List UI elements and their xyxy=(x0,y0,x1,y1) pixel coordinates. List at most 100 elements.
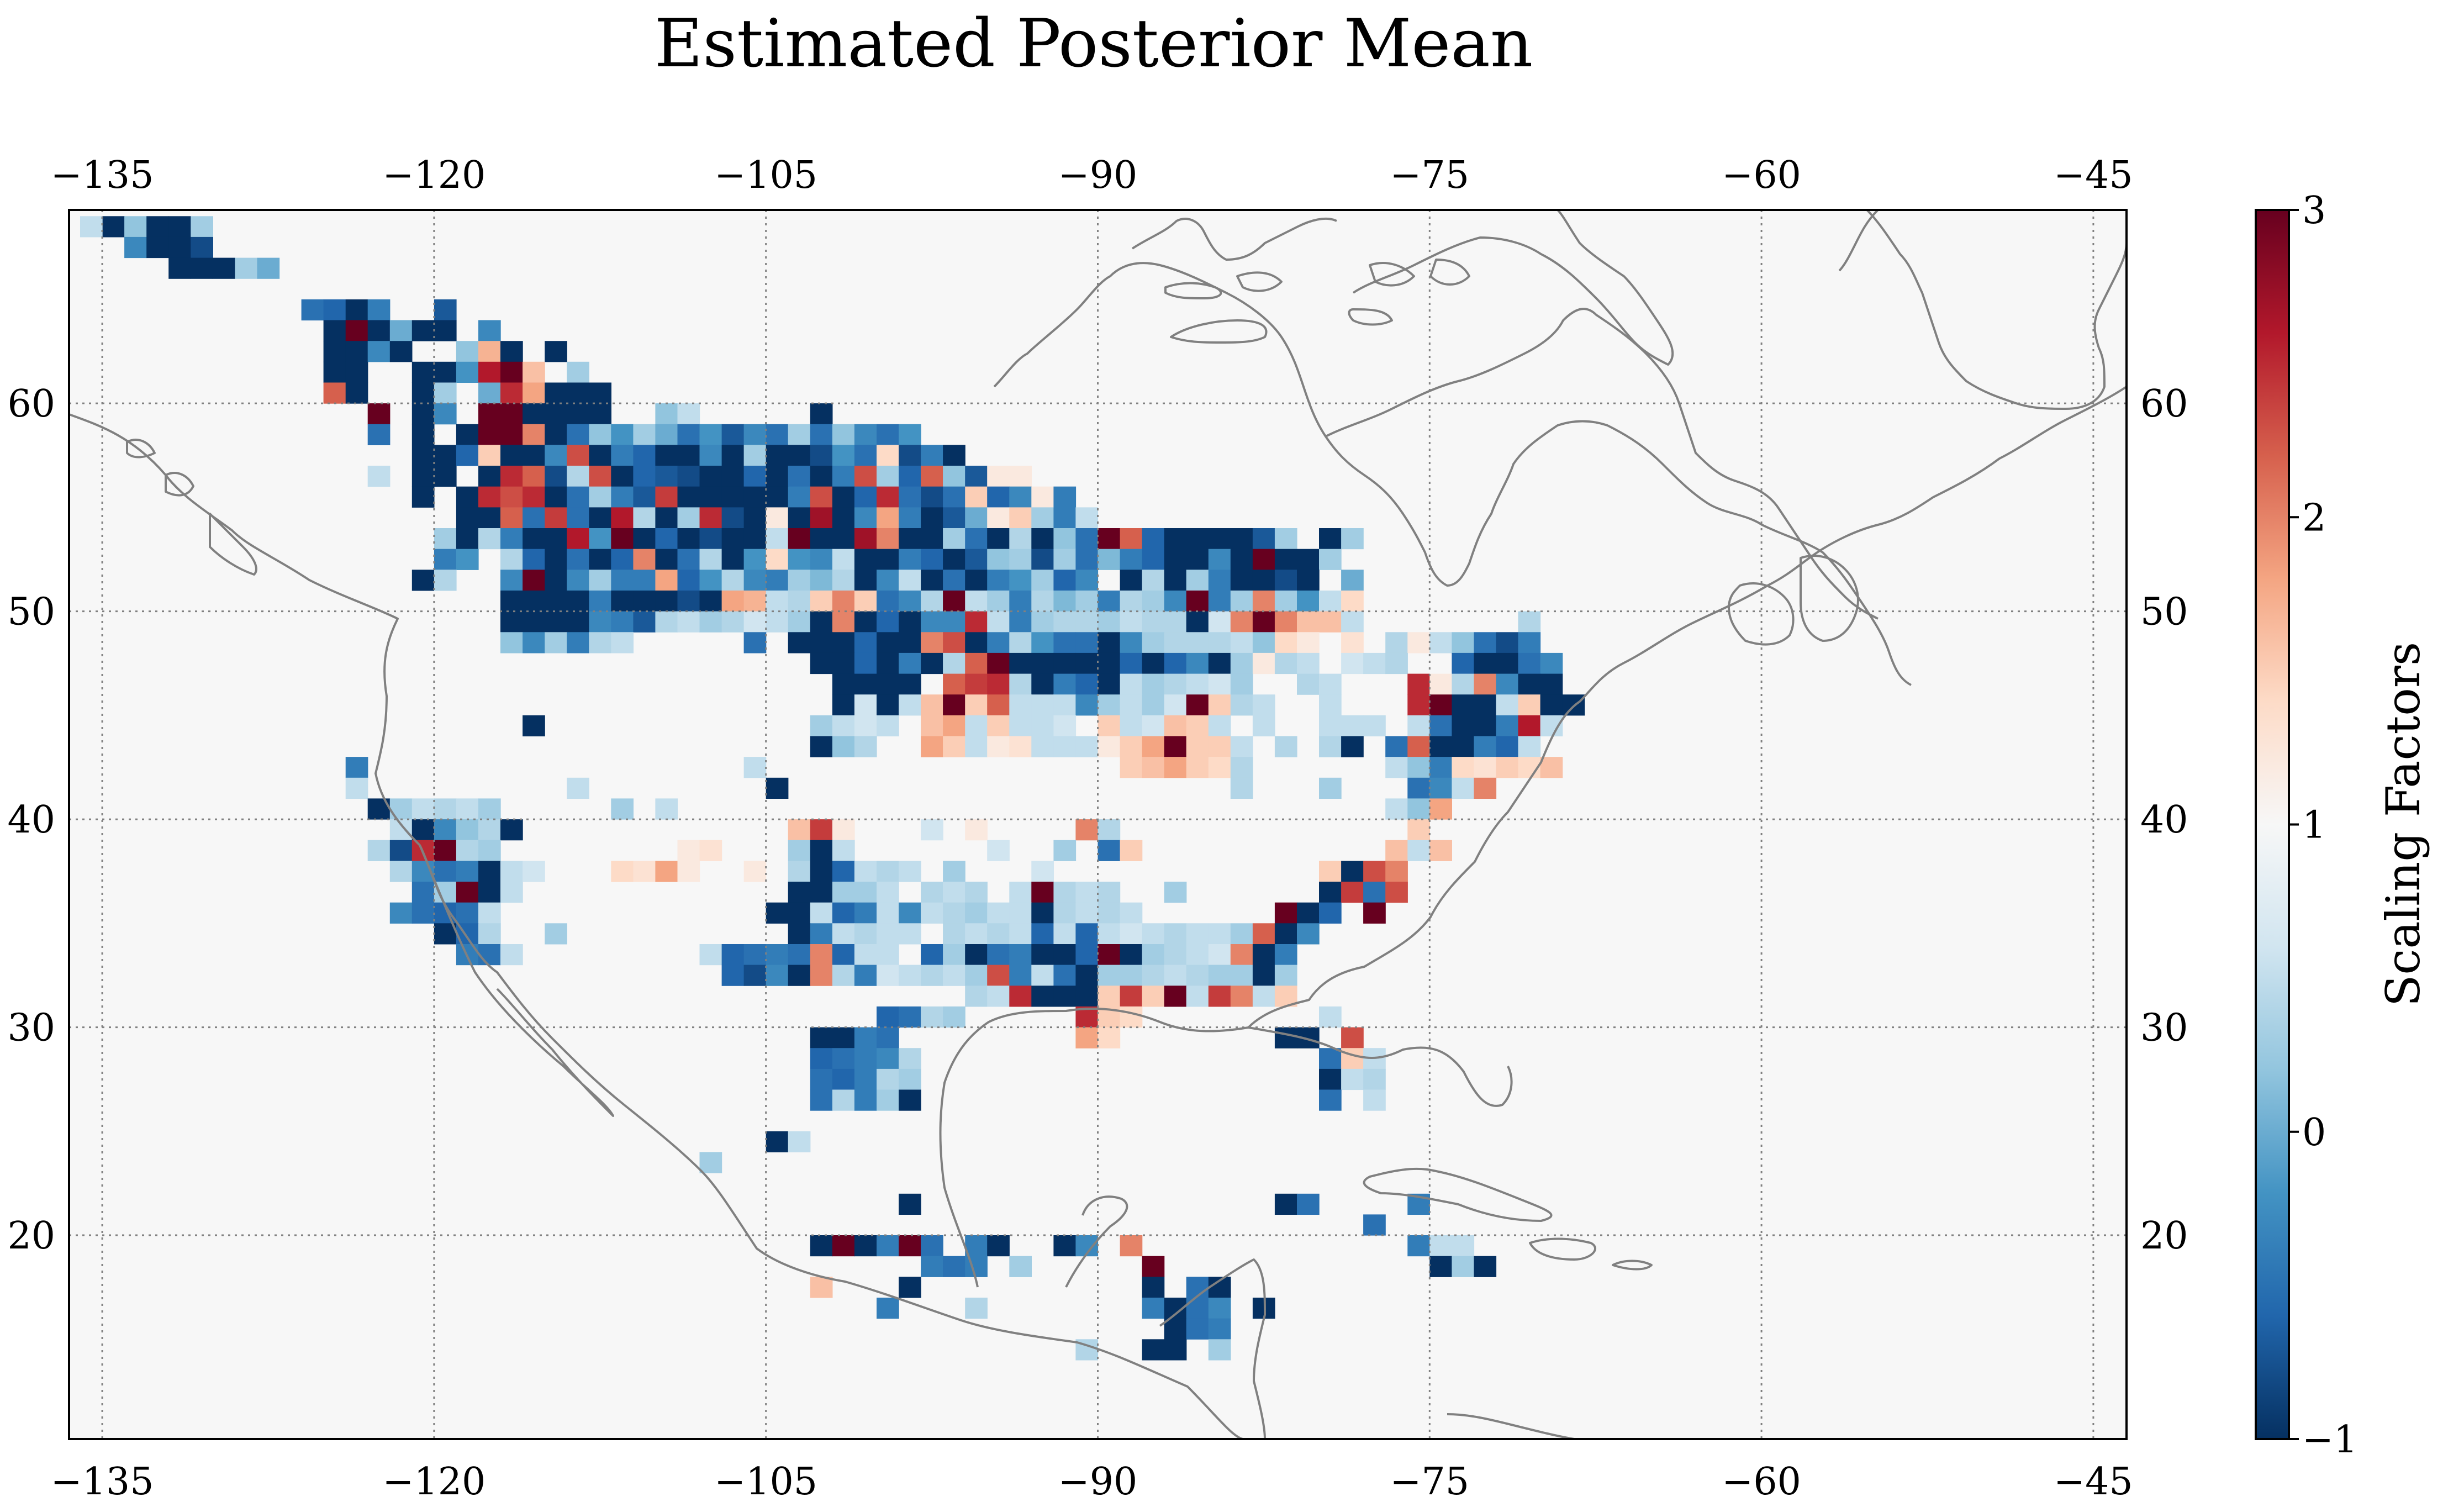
heatmap-cell xyxy=(389,861,413,882)
heatmap-cell xyxy=(721,549,745,570)
heatmap-cell xyxy=(832,591,855,612)
heatmap-cell xyxy=(411,320,435,341)
heatmap-cell xyxy=(500,611,523,633)
heatmap-cell xyxy=(1142,1256,1165,1277)
heatmap-cell xyxy=(589,382,611,404)
heatmap-cell xyxy=(943,591,965,612)
heatmap-cell xyxy=(899,445,921,466)
heatmap-cell xyxy=(699,944,722,966)
heatmap-cell xyxy=(523,466,545,487)
heatmap-cell xyxy=(788,549,811,570)
heatmap-cell xyxy=(921,694,943,716)
heatmap-cell xyxy=(699,466,722,487)
heatmap-cell xyxy=(877,466,899,487)
heatmap-cell xyxy=(1142,965,1165,986)
heatmap-cell xyxy=(1053,736,1077,757)
heatmap-cell xyxy=(1053,965,1077,986)
heatmap-cell xyxy=(1496,652,1519,675)
heatmap-cell xyxy=(921,528,943,550)
heatmap-cell xyxy=(788,902,811,924)
heatmap-cell xyxy=(766,902,789,924)
heatmap-cell xyxy=(1031,652,1054,675)
heatmap-cell xyxy=(500,549,523,570)
heatmap-cell xyxy=(545,632,567,654)
heatmap-cell xyxy=(1164,944,1187,966)
heatmap-cell xyxy=(1009,694,1032,716)
heatmap-cell xyxy=(899,965,921,986)
heatmap-cell xyxy=(1452,632,1475,654)
heatmap-cell xyxy=(1407,632,1430,654)
heatmap-cell xyxy=(743,632,767,654)
heatmap-cell xyxy=(545,382,567,404)
heatmap-cell xyxy=(788,840,811,861)
heatmap-cell xyxy=(1186,694,1209,716)
heatmap-cell xyxy=(877,1235,899,1257)
x-tick-label-top: −120 xyxy=(382,154,486,197)
heatmap-cell xyxy=(1031,902,1054,924)
heatmap-cell xyxy=(1009,882,1032,903)
heatmap-cell xyxy=(1230,652,1253,675)
heatmap-cell xyxy=(1274,944,1297,966)
heatmap-cell xyxy=(545,403,567,425)
heatmap-cell xyxy=(567,486,589,508)
heatmap-cell xyxy=(411,819,435,841)
heatmap-cell xyxy=(832,715,855,736)
heatmap-cell xyxy=(1098,632,1121,654)
heatmap-cell xyxy=(611,528,634,550)
coastline-baffin xyxy=(1352,210,1674,366)
heatmap-cell xyxy=(677,611,700,633)
heatmap-cell xyxy=(854,736,877,757)
heatmap-cell xyxy=(478,507,501,529)
heatmap-cell xyxy=(788,632,811,654)
heatmap-cell xyxy=(965,507,988,529)
heatmap-cell xyxy=(456,528,479,550)
heatmap-cell xyxy=(1208,591,1231,612)
heatmap-cell xyxy=(677,424,700,445)
heatmap-cell xyxy=(877,694,899,716)
heatmap-cell xyxy=(411,445,435,466)
heatmap-cell xyxy=(854,902,877,924)
heatmap-cell xyxy=(1031,673,1054,695)
heatmap-cell xyxy=(456,798,479,820)
heatmap-cell xyxy=(545,591,567,612)
heatmap-cell xyxy=(766,611,789,633)
heatmap-cell xyxy=(810,715,833,736)
heatmap-cell xyxy=(1496,673,1519,695)
heatmap-cell xyxy=(810,1027,833,1048)
heatmap-cell xyxy=(721,466,745,487)
heatmap-cell xyxy=(1341,570,1364,591)
heatmap-cell xyxy=(1429,777,1452,799)
heatmap-cell xyxy=(1474,1256,1497,1277)
heatmap-cell xyxy=(1142,549,1165,570)
heatmap-cell xyxy=(1385,736,1408,757)
heatmap-cell xyxy=(500,382,523,404)
heatmap-cell xyxy=(832,694,855,716)
heatmap-cell xyxy=(743,944,767,966)
heatmap-cell xyxy=(1075,611,1099,633)
heatmap-cell xyxy=(1053,944,1077,966)
heatmap-cell xyxy=(523,424,545,445)
heatmap-cell xyxy=(567,777,589,799)
heatmap-cell xyxy=(899,694,921,716)
heatmap-cell xyxy=(589,528,611,550)
heatmap-cell xyxy=(1319,1068,1342,1090)
heatmap-cell xyxy=(478,923,501,945)
heatmap-cell xyxy=(1319,694,1342,716)
heatmap-cell xyxy=(1452,652,1475,675)
heatmap-cell xyxy=(235,257,258,279)
heatmap-cell xyxy=(1098,965,1121,986)
x-tick-label-top: −45 xyxy=(2054,154,2133,197)
heatmap-cell xyxy=(921,591,943,612)
heatmap-cell xyxy=(545,923,567,945)
heatmap-cell xyxy=(1186,1318,1209,1340)
heatmap-cell xyxy=(1208,923,1231,945)
heatmap-cell xyxy=(1075,673,1099,695)
heatmap-cell xyxy=(1009,902,1032,924)
heatmap-cell xyxy=(1297,591,1320,612)
heatmap-cell xyxy=(1053,715,1077,736)
coastline-hudson-bay xyxy=(993,262,1912,686)
heatmap-cell xyxy=(1142,986,1165,1007)
heatmap-cell xyxy=(478,486,501,508)
heatmap-cell xyxy=(766,466,789,487)
x-tick-label-bottom: −60 xyxy=(1722,1460,1801,1504)
